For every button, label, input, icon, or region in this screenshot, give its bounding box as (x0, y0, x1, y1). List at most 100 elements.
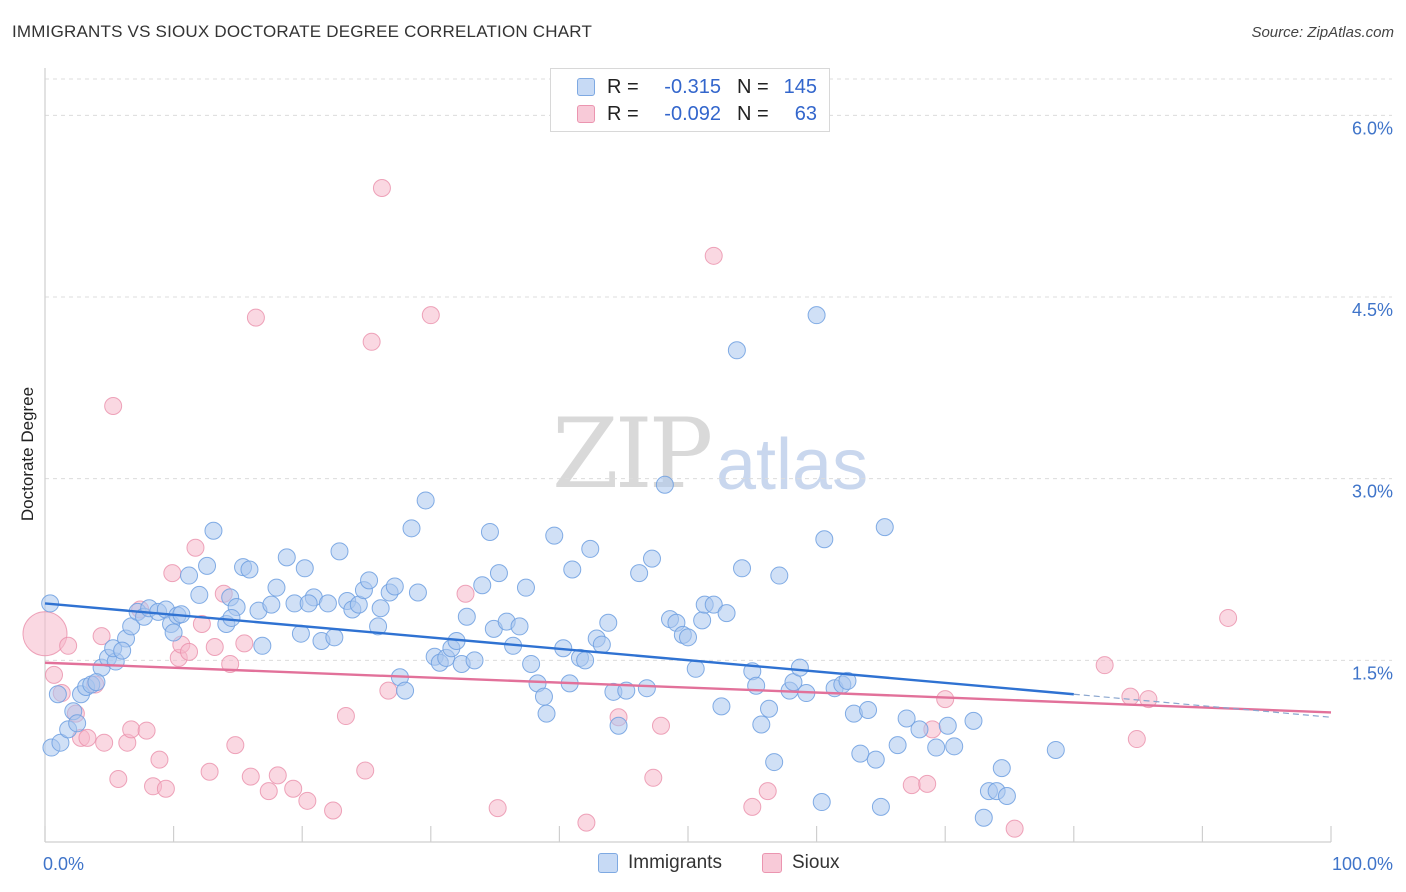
immigrants-point (851, 744, 870, 763)
immigrants-point (113, 641, 132, 660)
immigrants-point (875, 518, 894, 537)
sioux-swatch (762, 853, 782, 873)
immigrants-point (717, 604, 736, 623)
sioux-point (104, 397, 123, 415)
immigrants-point (240, 560, 259, 579)
sioux-point (235, 634, 254, 653)
immigrants-point (545, 526, 564, 545)
y-tick-label: 3.0% (1352, 482, 1393, 502)
sioux-point (78, 728, 97, 747)
sioux-point (356, 761, 375, 780)
immigrants-point (330, 542, 349, 561)
legend-sioux: Sioux (762, 852, 840, 874)
immigrants-point (964, 711, 983, 730)
sioux-point (1127, 730, 1146, 749)
immigrants-point (871, 797, 890, 816)
immigrants-point (385, 577, 404, 596)
y-tick-label: 1.5% (1352, 663, 1393, 683)
immigrants-point (68, 714, 87, 733)
immigrants-point (277, 548, 296, 567)
sioux-point (95, 733, 114, 752)
sioux-point (284, 779, 303, 798)
immigrants-point (693, 611, 712, 630)
immigrants-point (807, 306, 826, 325)
y-tick-label: 6.0% (1352, 118, 1393, 138)
immigrants-point (727, 341, 746, 360)
immigrants-point (48, 685, 67, 704)
sioux-point (362, 332, 381, 351)
immigrants-point (299, 594, 318, 613)
source-label: Source: ZipAtlas.com (1251, 24, 1394, 41)
immigrants-point (760, 699, 779, 718)
immigrants-point (465, 651, 484, 670)
sioux-point (743, 797, 762, 816)
immigrants-point (679, 628, 697, 647)
sioux-point (137, 721, 156, 740)
immigrants-point (974, 808, 993, 827)
immigrants-point (262, 595, 281, 614)
immigrants-point (630, 564, 649, 583)
sioux-point (758, 782, 777, 801)
sioux-point (1219, 608, 1238, 627)
correlation-legend: R = -0.315 N = 145 R = -0.092 N = 63 (550, 68, 830, 132)
immigrants-point (516, 578, 535, 597)
immigrants-point (859, 700, 878, 719)
sioux-point (644, 768, 663, 787)
immigrants-point (642, 549, 661, 568)
sioux-point (324, 801, 343, 820)
immigrants-point (655, 475, 674, 494)
legend-sioux-label: Sioux (792, 852, 840, 873)
sioux-point (577, 813, 596, 832)
immigrants-point (325, 628, 344, 647)
legend-r-label: R = (607, 102, 639, 125)
axes (44, 68, 1332, 843)
immigrants-point (592, 635, 611, 654)
immigrants-point (190, 585, 209, 604)
immigrants-point (253, 636, 272, 655)
sioux-point (902, 776, 921, 795)
immigrants-point (180, 566, 199, 585)
legend-row-sioux: R = -0.092 N = 63 (577, 102, 817, 126)
sioux-point (298, 791, 317, 810)
sioux-point (150, 750, 169, 769)
immigrants-point (402, 519, 421, 538)
sioux-point (421, 306, 440, 325)
immigrants-point (416, 491, 435, 510)
legend-immigrants-label: Immigrants (628, 852, 722, 873)
sioux-point (936, 690, 955, 709)
immigrants-point (408, 583, 427, 602)
legend-row-immigrants: R = -0.315 N = 145 (577, 75, 817, 99)
watermark-atlas: atlas (716, 425, 869, 505)
legend-immigrants: Immigrants (598, 852, 722, 874)
immigrants-point (770, 566, 789, 585)
immigrants-point (609, 716, 628, 735)
immigrants-point (897, 709, 916, 728)
immigrants-point (534, 687, 553, 706)
legend-r-value: -0.315 (664, 75, 721, 98)
immigrants-point (480, 522, 499, 541)
immigrants-trend-line (44, 602, 1074, 696)
immigrants-point (927, 738, 946, 757)
immigrants-point (51, 733, 70, 752)
immigrants-point (712, 697, 731, 716)
immigrants-point (733, 559, 752, 578)
immigrants-trend-extension (1073, 693, 1332, 718)
immigrants-point (563, 560, 582, 579)
sioux-point (918, 774, 937, 793)
immigrants-point (318, 594, 337, 613)
sioux-point (651, 716, 670, 735)
sioux-point (241, 767, 260, 786)
sioux-point (246, 308, 265, 327)
immigrants-point (489, 564, 508, 583)
immigrants-point (637, 679, 656, 698)
legend-n-value: 145 (783, 75, 817, 98)
immigrants-point (371, 599, 390, 618)
immigrants-point (295, 559, 314, 578)
immigrants-point (752, 715, 771, 734)
immigrants-point (87, 673, 106, 692)
sioux-point (336, 707, 355, 726)
sioux-point (163, 564, 182, 583)
legend-n-label: N = (737, 102, 769, 125)
x-tick-label: 100.0% (1332, 854, 1393, 874)
sioux-point (156, 779, 175, 798)
